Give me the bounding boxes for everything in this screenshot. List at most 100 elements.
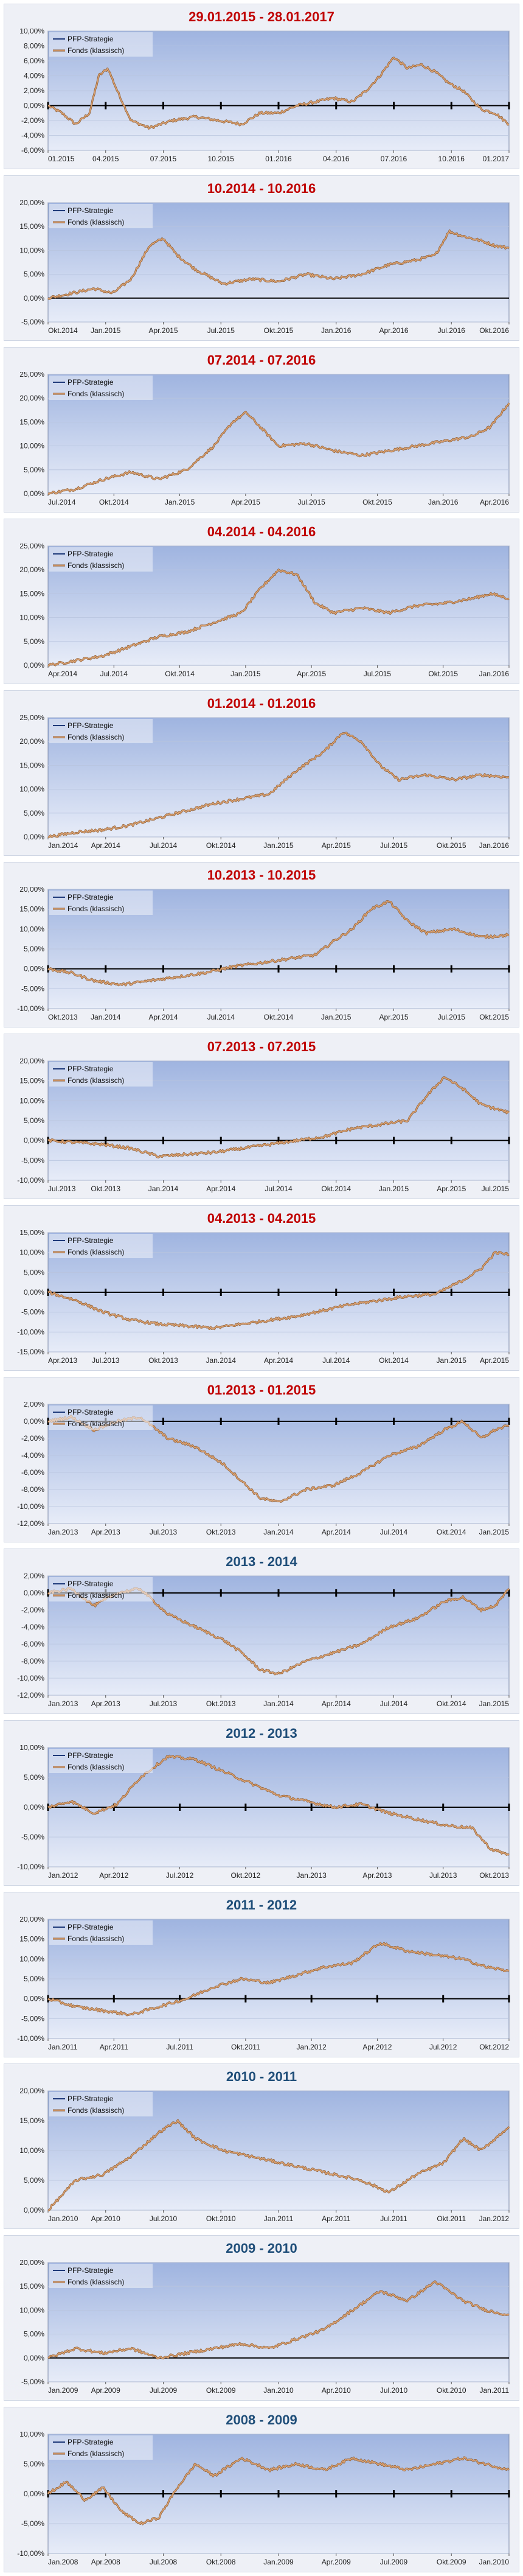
x-tick-label: Okt.2014 [379, 1356, 409, 1365]
x-tick-label: Okt.2013 [48, 1013, 78, 1021]
x-tick-label: 01.2015 [48, 155, 75, 163]
chart-title: 2013 - 2014 [226, 1554, 297, 1569]
y-tick-label: 0,00% [24, 489, 44, 498]
y-tick-label: 2,00% [24, 1573, 44, 1580]
x-tick-label: Apr.2014 [264, 1356, 293, 1365]
x-tick-label: 04.2016 [323, 155, 350, 163]
chart-panel: 07.2014 - 07.2016 25,00% 20,00% 15,00% 10,00… [4, 347, 519, 513]
y-tick-label: -5,00% [21, 984, 44, 993]
x-tick-label: Okt.2009 [437, 2558, 466, 2566]
x-tick-label: Jan.2015 [437, 1356, 467, 1365]
x-tick-label: Okt.2011 [231, 2043, 260, 2051]
x-tick-label: Jul.2014 [150, 841, 178, 850]
x-tick-label: Jul.2015 [380, 841, 408, 850]
y-tick-label: 15,00% [19, 905, 44, 914]
chart-panel: 10.2014 - 10.2016 20,00% 15,00% 10,00% 5,00%… [4, 175, 519, 341]
fund-series-line [47, 1251, 510, 1330]
y-tick-label: -10,00% [17, 2549, 44, 2558]
y-tick-label: -6,00% [21, 146, 44, 155]
y-tick-label: -15,00% [17, 1348, 44, 1356]
chart-title: 07.2014 - 07.2016 [207, 352, 316, 368]
y-tick-label: -5,00% [21, 318, 44, 326]
y-tick-label: 20,00% [19, 1059, 44, 1065]
x-tick-label: Jan.2008 [48, 2558, 78, 2566]
legend-label-strategy: PFP-Strategie [68, 550, 114, 558]
x-tick-label: 07.2016 [381, 155, 407, 163]
chart-title: 10.2014 - 10.2016 [207, 181, 316, 196]
y-tick-label: -4,00% [21, 131, 44, 140]
chart-panel: 04.2013 - 04.2015 15,00% 10,00% 5,00% 0,00% -… [4, 1205, 519, 1371]
x-tick-label: Apr.2014 [48, 670, 77, 678]
y-tick-label: -2,00% [21, 116, 44, 125]
chart-panel: 04.2014 - 04.2016 25,00% 20,00% 15,00% 10,00… [4, 519, 519, 684]
chart-svg: 20,00% 15,00% 10,00% 5,00% 0,00% -5,00% -10,00… [17, 1059, 510, 1193]
y-tick-label: 10,00% [19, 1248, 44, 1257]
chart-svg: 20,00% 15,00% 10,00% 5,00% 0,00% -5,00% -10,00… [17, 1917, 510, 2051]
x-tick-label: Jul.2015 [364, 670, 392, 678]
x-tick-label: 10.2015 [208, 155, 235, 163]
chart-svg: 15,00% 10,00% 5,00% 0,00% -5,00% -10,00% -15,0… [17, 1230, 510, 1365]
y-tick-label: -5,00% [21, 2519, 44, 2528]
x-tick-label: Jul.2015 [482, 1185, 510, 1193]
y-tick-label: 0,00% [24, 661, 44, 670]
x-tick-label: Jul.2014 [100, 670, 128, 678]
chart-panel: 01.2014 - 01.2016 25,00% 20,00% 15,00% 10,00… [4, 690, 519, 856]
x-tick-label: Jan.2011 [264, 2214, 294, 2223]
x-tick-label: Okt.2010 [437, 2386, 466, 2395]
chart-title: 04.2013 - 04.2015 [207, 1211, 316, 1226]
y-tick-label: 0,00% [24, 1136, 44, 1145]
y-tick-label: 10,00% [19, 246, 44, 254]
legend-label-fund: Fonds (klassisch) [68, 2278, 124, 2286]
x-tick-label: Okt.2015 [428, 670, 458, 678]
legend-label-fund: Fonds (klassisch) [68, 1934, 124, 1943]
chart-title: 2009 - 2010 [226, 2241, 297, 2256]
chart-panel: 2013 - 2014 2,00% 0,00% -2,00% -4,00% -6,00% -… [4, 1549, 519, 1714]
x-tick-label: Apr.2012 [362, 2043, 392, 2051]
legend-box [49, 204, 153, 228]
legend-box [49, 1405, 153, 1430]
x-tick-label: Okt.2014 [99, 498, 129, 506]
chart-svg: 10,00% 5,00% 0,00% -5,00% -10,00% Jan.2012 Apr… [17, 1745, 510, 1880]
x-tick-label: Jul.2009 [380, 2558, 408, 2566]
legend-box [49, 32, 153, 57]
y-tick-label: 5,00% [24, 1268, 44, 1276]
y-tick-label: 15,00% [19, 1077, 44, 1085]
y-tick-label: 15,00% [19, 418, 44, 426]
legend-label-strategy: PFP-Strategie [68, 2266, 114, 2275]
chart-panel: 01.2013 - 01.2015 2,00% 0,00% -2,00% -4,00% -… [4, 1377, 519, 1542]
chart-title: 10.2013 - 10.2015 [207, 867, 316, 883]
x-tick-label: Jul.2014 [207, 1013, 235, 1021]
chart-panel: 2011 - 2012 20,00% 15,00% 10,00% 5,00% 0,00% -… [4, 1892, 519, 2057]
chart-svg: 10,00% 8,00% 6,00% 4,00% 2,00% 0,00% -2,00% -4,… [19, 29, 510, 163]
legend: PFP-Strategie Fonds (klassisch) [49, 1577, 153, 1601]
chart-title: 2008 - 2009 [226, 2412, 297, 2427]
x-tick-label: Jul.2012 [429, 2043, 457, 2051]
y-tick-label: 10,00% [19, 785, 44, 794]
chart-panel: 10.2013 - 10.2015 20,00% 15,00% 10,00% 5,00%… [4, 862, 519, 1027]
legend-label-strategy: PFP-Strategie [68, 1751, 114, 1760]
x-tick-label: 04.2015 [92, 155, 119, 163]
x-tick-label: Jul.2016 [438, 326, 466, 335]
x-tick-label: Jan.2016 [321, 326, 352, 335]
fund-series-line [47, 2119, 510, 2211]
legend: PFP-Strategie Fonds (klassisch) [49, 32, 153, 57]
y-tick-label: 0,00% [24, 294, 44, 303]
chart-panel: 2009 - 2010 20,00% 15,00% 10,00% 5,00% 0,00% -… [4, 2235, 519, 2401]
x-tick-label: Jan.2015 [479, 1699, 510, 1708]
x-tick-label: Jan.2013 [296, 1871, 327, 1880]
x-tick-label: Apr.2011 [100, 2043, 128, 2051]
x-tick-label: Apr.2014 [322, 1699, 351, 1708]
x-tick-label: Apr.2015 [322, 841, 351, 850]
y-tick-label: -10,00% [17, 1502, 44, 1511]
x-tick-label: Apr.2014 [206, 1185, 235, 1193]
y-tick-label: 25,00% [19, 544, 44, 550]
legend-box [49, 891, 153, 915]
y-tick-label: 0,00% [24, 965, 44, 973]
y-tick-label: 10,00% [19, 442, 44, 450]
x-tick-label: Apr.2015 [148, 326, 178, 335]
legend-label-strategy: PFP-Strategie [68, 2438, 114, 2446]
y-tick-label: 15,00% [19, 222, 44, 231]
chart-title: 01.2014 - 01.2016 [207, 696, 316, 711]
x-tick-label: Jan.2016 [428, 498, 459, 506]
